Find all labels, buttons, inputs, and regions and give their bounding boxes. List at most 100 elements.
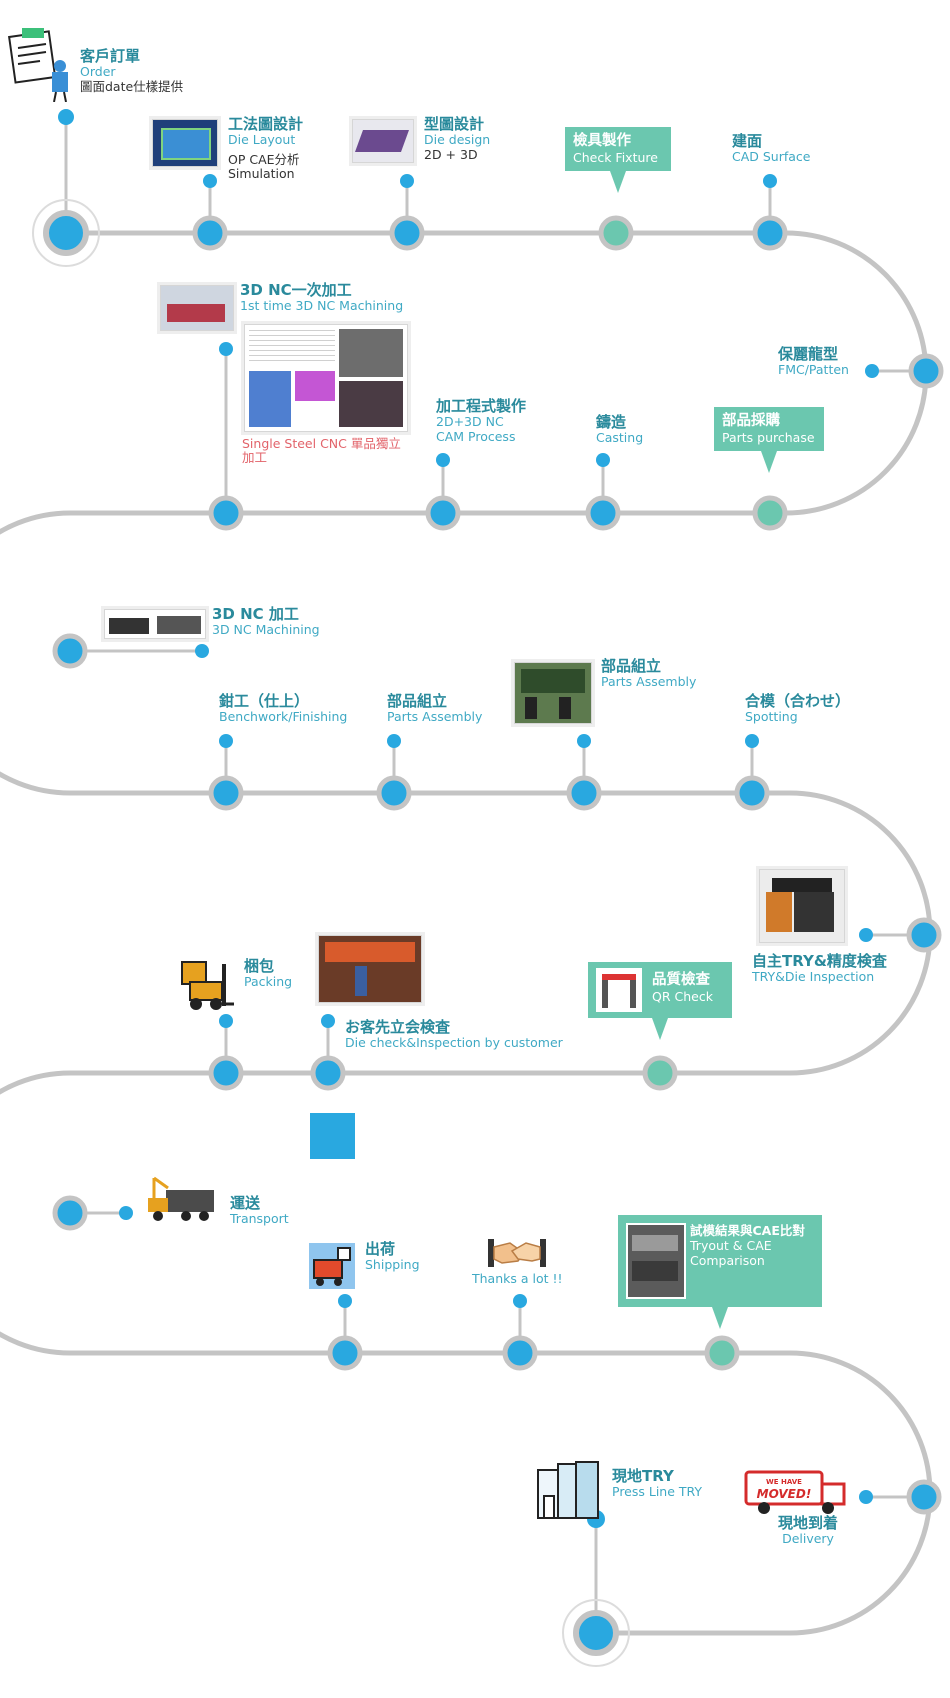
node-die-layout[interactable]	[192, 215, 228, 251]
nc-first-title: 3D NC一次加工	[240, 281, 352, 299]
packing-sub: Packing	[244, 974, 293, 990]
press-line-title: 現地TRY	[612, 1467, 674, 1485]
nc-machining-label: 3D NC 加工 3D NC Machining	[212, 605, 320, 638]
check-fixture-callout: 檢具製作 Check Fixture	[565, 127, 671, 194]
dot-cam	[436, 453, 450, 467]
order-sub: Order	[80, 64, 116, 80]
forklift-icon	[181, 961, 234, 1010]
parts-assembly-1-title: 部品組立	[387, 692, 448, 710]
node-transport[interactable]	[52, 1195, 88, 1231]
fmc-title: 保麗龍型	[778, 345, 839, 363]
cnc-document-image	[244, 324, 408, 432]
die-design-label: 型圖設計 Die design 2D + 3D	[424, 115, 490, 162]
nc-first-red-note: Single Steel CNC 單品獨立加工	[242, 436, 412, 466]
dot-fmc	[865, 364, 879, 378]
end-node[interactable]	[562, 1599, 630, 1667]
dot-shipping	[338, 1294, 352, 1308]
die-layout-note2: Simulation	[228, 166, 295, 181]
node-qr-check[interactable]	[642, 1055, 678, 1091]
node-check-fixture[interactable]	[598, 215, 634, 251]
node-fmc[interactable]	[908, 353, 944, 389]
die-layout-title: 工法圖設計	[228, 115, 304, 133]
placeholder-square	[310, 1113, 355, 1159]
node-tryout[interactable]	[704, 1335, 740, 1371]
node-parts-assembly-2[interactable]	[566, 775, 602, 811]
die-layout-label: 工法圖設計 Die Layout OP CAE分析 Simulation	[228, 115, 304, 181]
tryout-thumbnail	[626, 1223, 686, 1299]
handshake-icon	[488, 1239, 546, 1267]
nc-machining-sub: 3D NC Machining	[212, 622, 320, 638]
benchwork-sub: Benchwork/Finishing	[219, 709, 348, 725]
fmc-label: 保麗龍型 FMC/Patten	[778, 345, 849, 378]
die-design-note: 2D + 3D	[424, 146, 478, 162]
casting-sub: Casting	[596, 430, 644, 446]
customer-check-label: お客先立会検査 Die check&Inspection by customer	[345, 1018, 563, 1051]
dot-order	[58, 109, 74, 125]
transport-label: 運送 Transport	[230, 1194, 289, 1227]
nc-first-sub: 1st time 3D NC Machining	[240, 298, 404, 314]
transport-title: 運送	[230, 1194, 261, 1212]
node-benchwork[interactable]	[208, 775, 244, 811]
order-label: 客戶訂單 Order 圖面date仕樣提供	[80, 47, 184, 94]
node-die-design[interactable]	[389, 215, 425, 251]
parts-assembly-thumbnail	[514, 662, 592, 724]
die-layout-thumbnail	[152, 119, 218, 167]
dot-packing	[219, 1014, 233, 1028]
order-form-icon	[8, 28, 68, 102]
shipping-icon	[309, 1243, 355, 1289]
delivery-label: 現地到着 Delivery	[778, 1514, 839, 1547]
dot-nc-first	[219, 342, 233, 356]
dot-thanks	[513, 1294, 527, 1308]
cad-surface-label: 建面 CAD Surface	[732, 132, 811, 165]
cad-surface-sub: CAD Surface	[732, 149, 811, 165]
node-thanks[interactable]	[502, 1335, 538, 1371]
nc-first-thumbnail	[160, 285, 234, 331]
node-spotting[interactable]	[734, 775, 770, 811]
die-layout-note1: OP CAE分析	[228, 151, 300, 167]
node-try-inspection[interactable]	[906, 917, 942, 953]
shipping-sub: Shipping	[365, 1257, 420, 1273]
node-shipping[interactable]	[327, 1335, 363, 1371]
customer-check-title: お客先立会検査	[345, 1018, 451, 1036]
spotting-title: 合模（合わせ）	[745, 692, 851, 710]
parts-assembly-1-sub: Parts Assembly	[387, 709, 483, 725]
thanks-label: Thanks a lot !!	[472, 1271, 563, 1286]
node-delivery[interactable]	[906, 1479, 942, 1515]
node-customer-check[interactable]	[310, 1055, 346, 1091]
parts-assembly-1-label: 部品組立 Parts Assembly	[387, 692, 483, 725]
node-casting[interactable]	[585, 495, 621, 531]
cam-label: 加工程式製作 2D+3D NC CAM Process	[436, 397, 527, 444]
check-fixture-sub: Check Fixture	[573, 150, 658, 166]
parts-purchase-sub: Parts purchase	[722, 430, 815, 446]
dot-die-design	[400, 174, 414, 188]
fmc-sub: FMC/Patten	[778, 362, 849, 378]
parts-assembly-2-label: 部品組立 Parts Assembly	[601, 657, 697, 690]
press-line-sub: Press Line TRY	[612, 1484, 703, 1500]
order-note: 圖面date仕樣提供	[80, 78, 184, 94]
dot-nc-machining	[195, 644, 209, 658]
parts-purchase-callout: 部品採購 Parts purchase	[714, 407, 824, 474]
dot-parts-assembly-2	[577, 734, 591, 748]
try-inspection-title: 自主TRY&精度検査	[752, 952, 887, 970]
benchwork-label: 鉗工（仕上） Benchwork/Finishing	[219, 692, 348, 725]
node-nc-first[interactable]	[208, 495, 244, 531]
tryout-callout: 試模結果與CAE比對 Tryout & CAE Comparison	[618, 1215, 822, 1329]
delivery-title: 現地到着	[778, 1514, 839, 1532]
nc-machining-title: 3D NC 加工	[212, 605, 299, 623]
node-cam[interactable]	[425, 495, 461, 531]
customer-check-thumbnail	[318, 935, 422, 1003]
cam-title: 加工程式製作	[436, 397, 527, 415]
svg-text:MOVED!: MOVED!	[757, 1487, 812, 1501]
node-parts-assembly-1[interactable]	[376, 775, 412, 811]
parts-assembly-2-sub: Parts Assembly	[601, 674, 697, 690]
nc-first-red-text: Single Steel CNC 單品獨立加工	[242, 436, 401, 466]
die-layout-sub: Die Layout	[228, 132, 296, 148]
node-nc-machining[interactable]	[52, 633, 88, 669]
try-inspection-label: 自主TRY&精度検査 TRY&Die Inspection	[752, 952, 887, 985]
node-packing[interactable]	[208, 1055, 244, 1091]
node-parts-purchase[interactable]	[752, 495, 788, 531]
node-cad-surface[interactable]	[752, 215, 788, 251]
start-node[interactable]	[32, 199, 100, 267]
spotting-label: 合模（合わせ） Spotting	[745, 692, 851, 725]
